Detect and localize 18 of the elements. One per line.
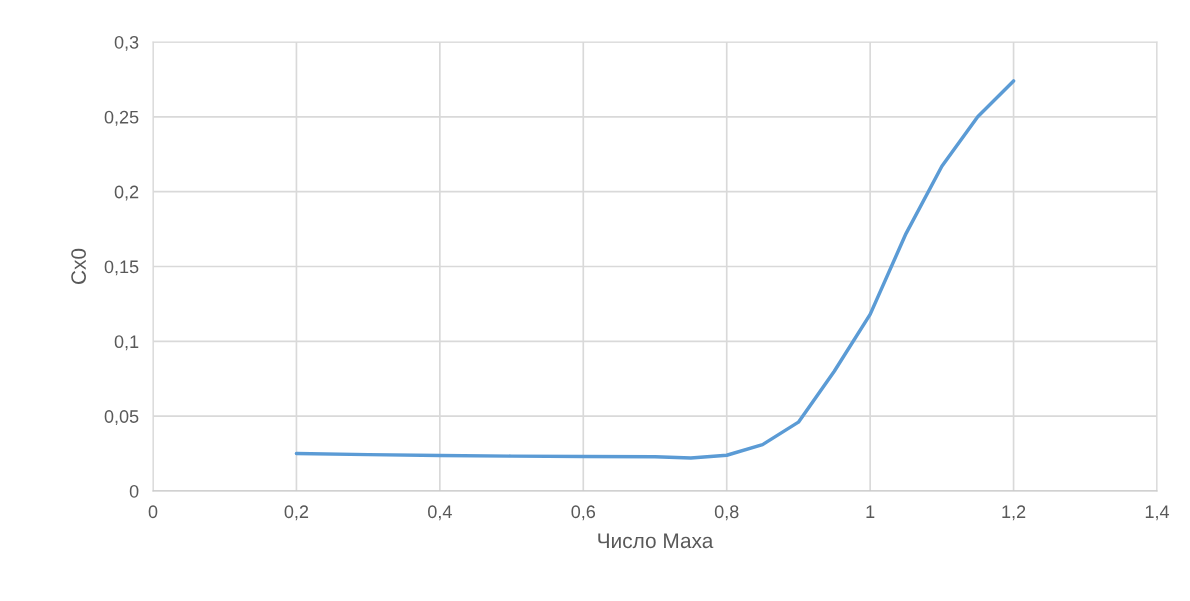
- y-tick-label: 0,05: [104, 410, 139, 426]
- x-tick-label: 0,4: [428, 505, 452, 521]
- y-tick-label: 0,15: [104, 260, 139, 276]
- x-tick-label: 0: [148, 505, 158, 519]
- y-tick-label: 0,2: [114, 185, 139, 201]
- line-series: [294, 79, 1016, 460]
- x-tick-label: 0,8: [714, 505, 739, 521]
- x-tick-label: 0,2: [284, 505, 309, 521]
- y-tick-label: 0,3: [114, 35, 139, 51]
- y-axis-title: Cx0: [71, 248, 86, 284]
- y-tick-label: 0,25: [104, 110, 139, 126]
- x-tick-label: 1,2: [1002, 505, 1026, 521]
- x-axis-title: Число Маха: [598, 533, 714, 549]
- x-tick-label: 0,6: [571, 505, 596, 521]
- y-tick-label: 0,1: [114, 335, 139, 351]
- x-tick-label: 1,4: [1145, 505, 1170, 521]
- y-tick-label: 0: [129, 484, 139, 498]
- x-tick-label: 1: [866, 505, 875, 518]
